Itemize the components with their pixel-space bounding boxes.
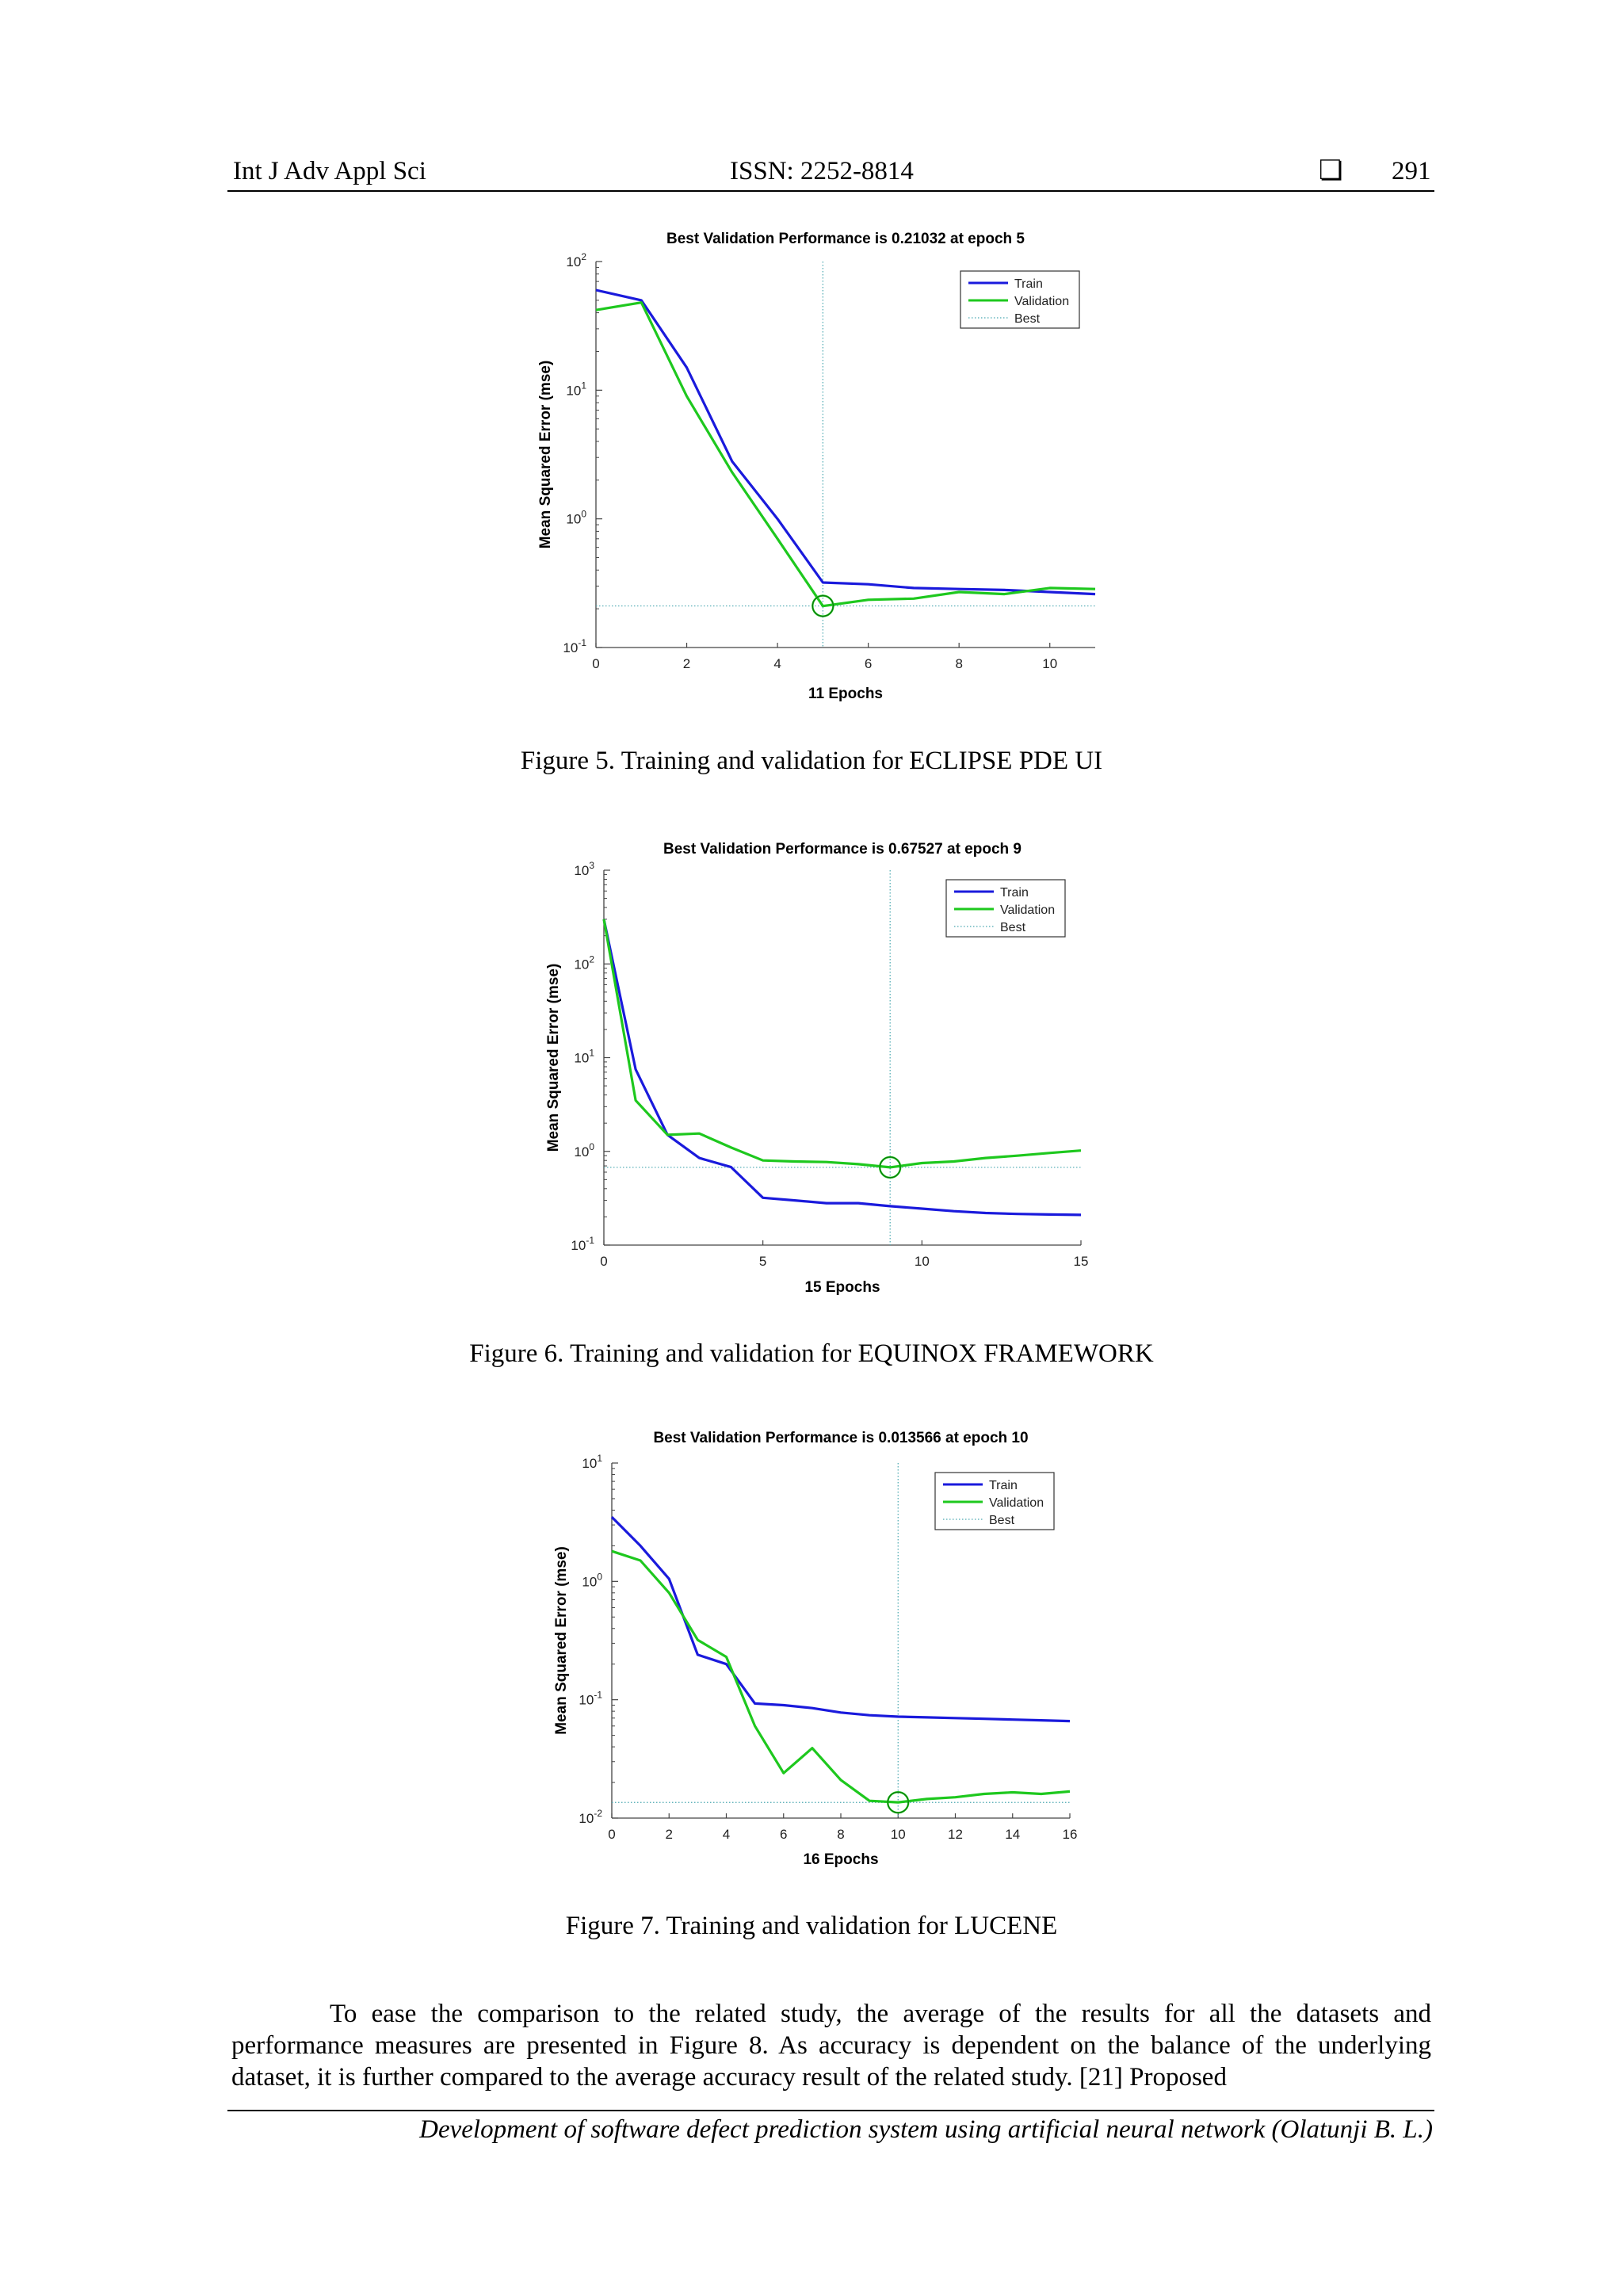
legend-entry: Validation bbox=[989, 1496, 1044, 1510]
figure-6-plot: Best Validation Performance is 0.67527 a… bbox=[545, 841, 1089, 1296]
y-tick-label: 101 bbox=[582, 1453, 602, 1471]
y-tick-label: 100 bbox=[582, 1571, 602, 1589]
best-marker-outline bbox=[812, 595, 834, 617]
legend-entry: Best bbox=[1014, 312, 1041, 326]
x-tick-label: 4 bbox=[773, 656, 781, 671]
y-tick-label: 10-1 bbox=[579, 1690, 602, 1708]
y-tick-label: 102 bbox=[566, 251, 586, 269]
figure-6-caption: Figure 6. Training and validation for EQ… bbox=[469, 1339, 1154, 1368]
footer-rule bbox=[227, 2110, 1434, 2111]
y-tick-label: 10-2 bbox=[579, 1808, 602, 1826]
legend-entry: Train bbox=[1000, 886, 1029, 900]
figure-7-plot: Best Validation Performance is 0.013566 … bbox=[553, 1430, 1078, 1868]
y-tick-label: 100 bbox=[566, 509, 586, 527]
body-paragraph: To ease the comparison to the related st… bbox=[231, 1998, 1431, 2093]
x-tick-label: 5 bbox=[759, 1254, 766, 1269]
x-axis-label: 11 Epochs bbox=[808, 686, 883, 702]
x-tick-label: 6 bbox=[865, 656, 872, 671]
box-icon: ❏ bbox=[1319, 156, 1343, 185]
y-tick-label: 10-1 bbox=[571, 1235, 594, 1253]
figure-5-caption: Figure 5. Training and validation for EC… bbox=[520, 747, 1103, 775]
best-marker-outline bbox=[879, 1156, 901, 1179]
legend-entry: Best bbox=[1000, 921, 1026, 934]
figure-5-chart: Best Validation Performance is 0.21032 a… bbox=[523, 226, 1125, 717]
figure-7-chart: Best Validation Performance is 0.013566 … bbox=[523, 1427, 1125, 1886]
x-tick-label: 14 bbox=[1005, 1827, 1020, 1842]
x-tick-label: 12 bbox=[948, 1827, 963, 1842]
chart-title: Best Validation Performance is 0.013566 … bbox=[653, 1430, 1028, 1446]
chart-title: Best Validation Performance is 0.21032 a… bbox=[666, 231, 1025, 247]
y-tick-label: 100 bbox=[574, 1141, 594, 1159]
y-axis-label: Mean Squared Error (mse) bbox=[537, 361, 554, 549]
y-tick-label: 102 bbox=[574, 953, 594, 972]
body-paragraph-text: To ease the comparison to the related st… bbox=[231, 2000, 1431, 2092]
figure-7-caption: Figure 7. Training and validation for LU… bbox=[565, 1912, 1058, 1940]
x-tick-label: 0 bbox=[608, 1827, 615, 1842]
y-tick-label: 103 bbox=[574, 860, 594, 878]
x-tick-label: 0 bbox=[600, 1254, 607, 1269]
series-line-train bbox=[610, 1515, 1071, 1723]
x-tick-label: 2 bbox=[666, 1827, 673, 1842]
running-header-journal: Int J Adv Appl Sci bbox=[233, 157, 426, 185]
x-tick-label: 6 bbox=[780, 1827, 787, 1842]
running-footer: Development of software defect predictio… bbox=[419, 2115, 1433, 2144]
chart-title: Best Validation Performance is 0.67527 a… bbox=[663, 841, 1022, 858]
x-tick-label: 8 bbox=[955, 656, 962, 671]
x-axis-label: 15 Epochs bbox=[804, 1279, 880, 1296]
running-header-issn: ISSN: 2252-8814 bbox=[730, 157, 914, 185]
x-tick-label: 10 bbox=[915, 1254, 930, 1269]
y-tick-label: 101 bbox=[566, 380, 586, 398]
y-tick-label: 101 bbox=[574, 1048, 594, 1066]
y-axis-label: Mean Squared Error (mse) bbox=[545, 964, 562, 1152]
legend-entry: Best bbox=[989, 1514, 1015, 1527]
figure-6-chart: Best Validation Performance is 0.67527 a… bbox=[523, 836, 1125, 1312]
series-line-train bbox=[602, 919, 1082, 1217]
y-axis-label: Mean Squared Error (mse) bbox=[553, 1546, 570, 1735]
page-number: 291 bbox=[1392, 157, 1431, 185]
legend-entry: Train bbox=[989, 1479, 1018, 1492]
x-tick-label: 10 bbox=[891, 1827, 906, 1842]
figure-5-plot: Best Validation Performance is 0.21032 a… bbox=[537, 231, 1096, 702]
legend-entry: Validation bbox=[1014, 295, 1069, 308]
x-tick-label: 4 bbox=[723, 1827, 730, 1842]
series-line-validation bbox=[595, 301, 1096, 608]
x-tick-label: 15 bbox=[1074, 1254, 1089, 1269]
x-tick-label: 0 bbox=[592, 656, 599, 671]
x-tick-label: 16 bbox=[1063, 1827, 1078, 1842]
series-line-train bbox=[595, 288, 1096, 596]
x-axis-label: 16 Epochs bbox=[803, 1851, 878, 1868]
series-line-validation bbox=[602, 919, 1082, 1169]
x-tick-label: 10 bbox=[1042, 656, 1057, 671]
legend-entry: Validation bbox=[1000, 904, 1055, 917]
header-rule bbox=[227, 190, 1434, 192]
series-line-validation bbox=[611, 1549, 1071, 1804]
legend-entry: Train bbox=[1014, 277, 1043, 291]
x-tick-label: 2 bbox=[683, 656, 690, 671]
y-tick-label: 10-1 bbox=[563, 637, 586, 655]
best-marker-outline bbox=[887, 1791, 909, 1813]
x-tick-label: 8 bbox=[837, 1827, 844, 1842]
